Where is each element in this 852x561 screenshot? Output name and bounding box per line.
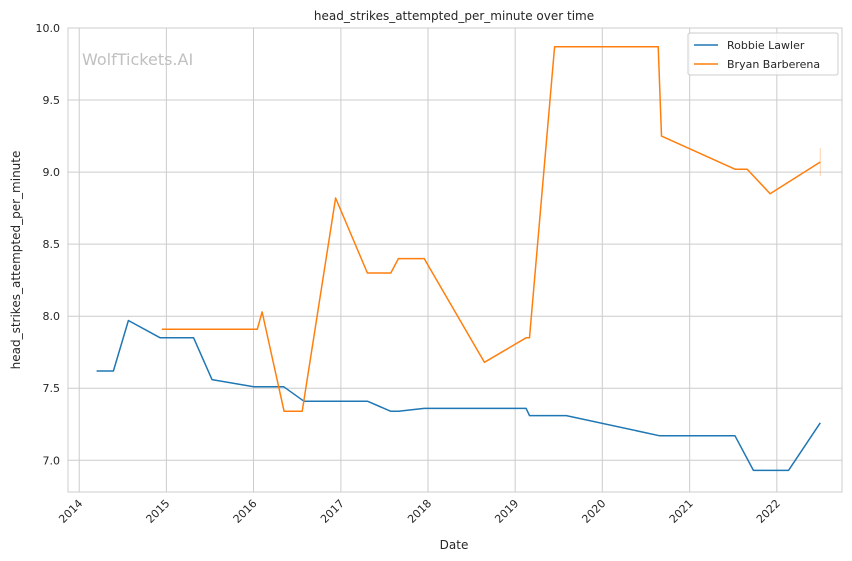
x-tick-label-2018: 2018 xyxy=(405,497,434,526)
x-tick-label-2015: 2015 xyxy=(143,497,172,526)
series-line-robbie-lawler xyxy=(96,319,821,472)
legend: Robbie Lawler Bryan Barberena xyxy=(687,32,839,76)
legend-box xyxy=(687,32,839,76)
x-axis-title: Date xyxy=(440,538,469,552)
series-line-bryan-barberena xyxy=(161,45,821,413)
x-tick-label-2021: 2021 xyxy=(667,497,696,526)
y-axis-title: head_strikes_attempted_per_minute xyxy=(9,151,23,370)
y-tick-label-9-5: 9.5 xyxy=(43,94,61,107)
x-tick-label-2016: 2016 xyxy=(231,497,260,526)
y-tick-label-9-0: 9.0 xyxy=(43,166,61,179)
legend-label-bryan-barberena: Bryan Barberena xyxy=(727,58,820,71)
grid xyxy=(68,27,842,492)
plot-frame xyxy=(67,27,843,493)
watermark: WolfTickets.AI xyxy=(82,50,193,69)
series-lines xyxy=(96,45,821,472)
x-axis-ticks: 2014 2015 2016 2017 2018 2019 2020 2021 2022 xyxy=(56,497,783,526)
y-tick-label-8-5: 8.5 xyxy=(43,238,61,251)
y-tick-label-7-0: 7.0 xyxy=(43,454,61,467)
chart-title: head_strikes_attempted_per_minute over t… xyxy=(314,9,594,23)
x-tick-label-2017: 2017 xyxy=(318,497,347,526)
x-tick-label-2019: 2019 xyxy=(492,497,521,526)
y-axis-ticks: 7.0 7.5 8.0 8.5 9.0 9.5 10.0 xyxy=(36,22,61,467)
x-tick-label-2022: 2022 xyxy=(754,497,783,526)
x-tick-label-2020: 2020 xyxy=(579,497,608,526)
y-tick-label-10-0: 10.0 xyxy=(36,22,61,35)
y-tick-label-7-5: 7.5 xyxy=(43,382,61,395)
y-tick-label-8-0: 8.0 xyxy=(43,310,61,323)
legend-label-robbie-lawler: Robbie Lawler xyxy=(727,39,805,52)
x-tick-label-2014: 2014 xyxy=(56,497,85,526)
